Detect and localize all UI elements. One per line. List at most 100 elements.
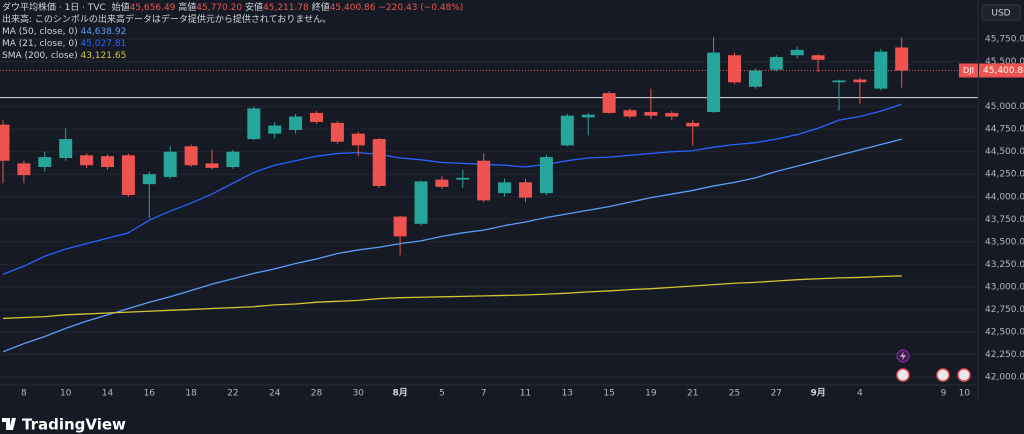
low: 45,211.78 [263, 3, 309, 13]
candle-body [184, 146, 198, 166]
x-tick-label: 14 [102, 389, 114, 399]
symbol-row: ダウ平均株価 · 1日 · TVC 始値45,656.49 高値45,770.2… [2, 2, 463, 14]
candle-body [644, 112, 658, 116]
high-label: 高値 [178, 3, 197, 13]
x-tick-label: 13 [562, 389, 573, 399]
ma-value: 44,638.92 [80, 27, 127, 37]
x-tick-label: 30 [353, 389, 365, 399]
x-tick-label: 9月 [810, 388, 825, 399]
event-bolt [900, 351, 906, 361]
y-tick-label: 45,500.00 [985, 57, 1024, 67]
candle-body [456, 177, 470, 180]
event-flag[interactable] [896, 368, 910, 382]
ma-line [2, 138, 902, 353]
candle-body [289, 116, 303, 131]
candle-body [707, 52, 721, 113]
x-tick-label: 18 [185, 389, 197, 399]
legend: ダウ平均株価 · 1日 · TVC 始値45,656.49 高値45,770.2… [2, 2, 463, 62]
y-tick-label: 42,250.00 [985, 350, 1024, 360]
y-tick-label: 45,750.00 [985, 35, 1024, 45]
open: 45,656.49 [129, 3, 176, 13]
brand: TradingView [22, 416, 126, 434]
ma-name: MA (21, close, 0) [2, 39, 78, 49]
candle-body [581, 114, 595, 118]
candle-body [895, 47, 909, 71]
candle-body [142, 174, 156, 185]
candle-body [560, 115, 574, 146]
x-tick-label: 21 [687, 389, 698, 399]
y-tick-label: 43,000.00 [985, 282, 1024, 292]
x-tick-label: 22 [227, 389, 238, 399]
symbol-tag-box [959, 63, 978, 78]
candle-body [665, 112, 679, 117]
candle-body [748, 70, 762, 87]
y-tick-label: 44,500.00 [985, 147, 1024, 157]
change: −220.43 (−0.48%) [378, 3, 464, 13]
x-tick-label: 24 [269, 389, 281, 399]
currency: USD [991, 9, 1010, 19]
candle-body [268, 125, 282, 134]
candle-body [832, 80, 846, 83]
candle-body [163, 151, 177, 177]
ma-legend-row: MA (50, close, 0) 44,638.92 [2, 26, 463, 38]
x-tick-label: 15 [603, 389, 614, 399]
x-tick-label: 19 [645, 389, 657, 399]
ma-line [2, 275, 902, 320]
candle-body [539, 157, 553, 194]
ma-value: 45,027.81 [80, 39, 127, 49]
candle-body [623, 110, 637, 117]
high: 45,770.20 [196, 3, 243, 13]
candle-body [498, 182, 512, 194]
y-tick-label: 43,500.00 [985, 237, 1024, 247]
y-tick-label: 44,000.00 [985, 192, 1024, 202]
y-tick-label: 45,000.00 [985, 102, 1024, 112]
x-tick-label: 16 [144, 389, 156, 399]
candle-body [121, 155, 135, 195]
last-price-tag [979, 63, 1024, 78]
x-tick-label: 10 [60, 389, 72, 399]
symbol: ダウ平均株価 · 1日 · TVC [2, 3, 106, 13]
y-tick-label: 42,750.00 [985, 305, 1024, 315]
event-flag[interactable] [957, 368, 971, 382]
x-tick-label: 8月 [392, 388, 407, 399]
y-tick-label: 43,250.00 [985, 260, 1024, 270]
candle-body [790, 49, 804, 56]
y-tick-label: 44,250.00 [985, 170, 1024, 180]
candle-body [728, 55, 741, 83]
candle-body [393, 216, 407, 237]
x-tick-label: 11 [520, 389, 531, 399]
close: 45,400.86 [329, 3, 376, 13]
candle-body [602, 93, 616, 113]
candle-body [330, 122, 344, 142]
volume-note: 出来高: このシンボルの出来高データはデータ提供元から提供されておりません。 [2, 15, 332, 25]
candle-body [205, 163, 219, 168]
x-tick-label: 25 [729, 389, 740, 399]
ma-legend: MA (50, close, 0) 44,638.92 MA (21, close… [2, 26, 463, 62]
ma-line [2, 103, 902, 275]
x-tick-label: 7 [481, 389, 487, 399]
y-tick-label: 44,750.00 [985, 125, 1024, 135]
candle-body [80, 155, 94, 166]
x-tick-label: 4 [857, 389, 863, 399]
candle-body [0, 124, 10, 161]
y-tick-label: 42,000.00 [985, 373, 1024, 383]
ma-legend-row: MA (21, close, 0) 45,027.81 [2, 38, 463, 50]
x-tick-label: 8 [21, 389, 27, 399]
last-price-label: 45,400.86 [983, 66, 1024, 76]
candle-body [769, 57, 783, 70]
x-tick-label: 9 [941, 389, 947, 399]
close-label: 終値 [311, 3, 330, 13]
candle-body [310, 112, 323, 122]
candle-body [519, 182, 532, 198]
event-flag[interactable] [936, 368, 950, 382]
x-tick-label: 10 [959, 389, 971, 399]
candle-body [811, 55, 825, 60]
x-tick-label: 27 [771, 389, 782, 399]
ma-name: MA (50, close, 0) [2, 27, 78, 37]
candle-body [17, 163, 31, 176]
candle-body [247, 108, 261, 140]
currency-box[interactable] [981, 4, 1021, 21]
y-tick-label: 43,750.00 [985, 215, 1024, 225]
candle-body [59, 139, 73, 158]
